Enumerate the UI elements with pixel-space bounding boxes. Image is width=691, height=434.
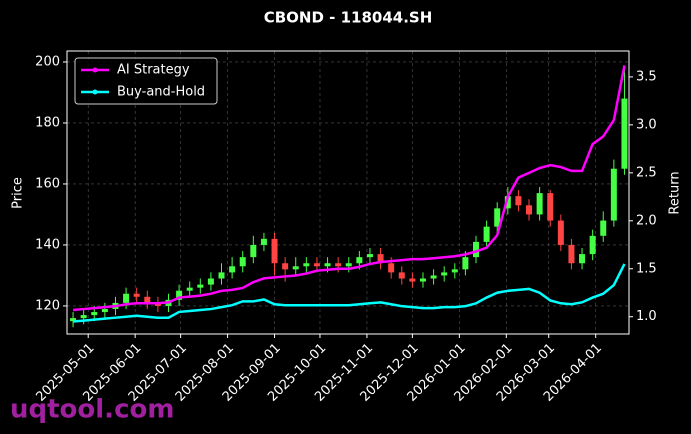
return-line xyxy=(72,263,626,323)
legend-marker xyxy=(92,67,98,73)
candle-body xyxy=(430,275,437,279)
y-tick-label: 120 xyxy=(35,298,60,313)
y-tick-label: 180 xyxy=(35,115,60,130)
candle-body xyxy=(536,193,543,215)
candle-body xyxy=(621,98,628,169)
candle-body xyxy=(101,308,108,313)
y2-axis-label: Return xyxy=(668,171,683,214)
legend-marker xyxy=(92,89,98,95)
y-axis-label: Price xyxy=(11,177,26,209)
candle-body xyxy=(80,315,87,319)
y-tick-label: 160 xyxy=(35,176,60,191)
plot-frame xyxy=(66,50,630,335)
candle-body xyxy=(600,220,607,236)
candle-body xyxy=(345,263,352,267)
candle-body xyxy=(356,257,363,264)
candle-body xyxy=(388,263,395,273)
candle-body xyxy=(610,168,617,221)
candle-body xyxy=(526,205,533,215)
y2-tick-label: 3.5 xyxy=(636,69,657,84)
candle-body xyxy=(504,196,511,209)
candle-body xyxy=(313,263,320,267)
y2-tick-label: 1.5 xyxy=(636,261,657,276)
candle-body xyxy=(144,296,151,303)
candle-body xyxy=(303,263,310,267)
y2-tick-label: 2.0 xyxy=(636,213,657,228)
candle-body xyxy=(271,238,278,264)
candle-body xyxy=(250,244,257,258)
legend-label: AI Strategy xyxy=(117,63,190,78)
candle-body xyxy=(186,287,193,291)
candle-body xyxy=(462,257,469,270)
candle-body xyxy=(324,263,331,267)
legend-box xyxy=(74,57,218,105)
candle-body xyxy=(70,318,77,322)
chart-title: CBOND - 118044.SH xyxy=(264,9,433,27)
y2-tick-label: 1.0 xyxy=(636,309,657,324)
candle-body xyxy=(377,254,384,264)
candle-body xyxy=(133,293,140,297)
candle-body xyxy=(398,272,405,279)
candle-body xyxy=(335,263,342,267)
candle-body xyxy=(547,193,554,221)
candle-body xyxy=(409,278,416,282)
candle-body xyxy=(239,257,246,267)
candle-body xyxy=(441,272,448,276)
candle-body xyxy=(515,196,522,206)
legend-label: Buy-and-Hold xyxy=(117,85,205,100)
candle-body xyxy=(473,241,480,258)
y2-tick-label: 2.5 xyxy=(636,165,657,180)
candle-body xyxy=(91,312,98,316)
candle-body xyxy=(589,235,596,255)
candle-body xyxy=(229,266,236,273)
candle-body xyxy=(282,263,289,270)
candle-body xyxy=(483,226,490,242)
candle-body xyxy=(419,278,426,282)
candle-body xyxy=(218,272,225,279)
y-tick-label: 200 xyxy=(35,54,60,69)
candle-body xyxy=(176,290,183,300)
candle-body xyxy=(451,269,458,273)
watermark: uqtool.com xyxy=(10,395,174,425)
candle-body xyxy=(197,284,204,288)
y-tick-label: 140 xyxy=(35,237,60,252)
candle-body xyxy=(568,244,575,264)
return-line xyxy=(72,65,626,312)
y2-tick-label: 3.0 xyxy=(636,117,657,132)
candle-body xyxy=(366,254,373,258)
candle-body xyxy=(292,266,299,270)
candle-body xyxy=(494,208,501,227)
candle-body xyxy=(579,254,586,264)
candle-body xyxy=(260,238,267,245)
candle-body xyxy=(123,293,130,303)
candle-body xyxy=(557,220,564,245)
candle-body xyxy=(207,278,214,285)
